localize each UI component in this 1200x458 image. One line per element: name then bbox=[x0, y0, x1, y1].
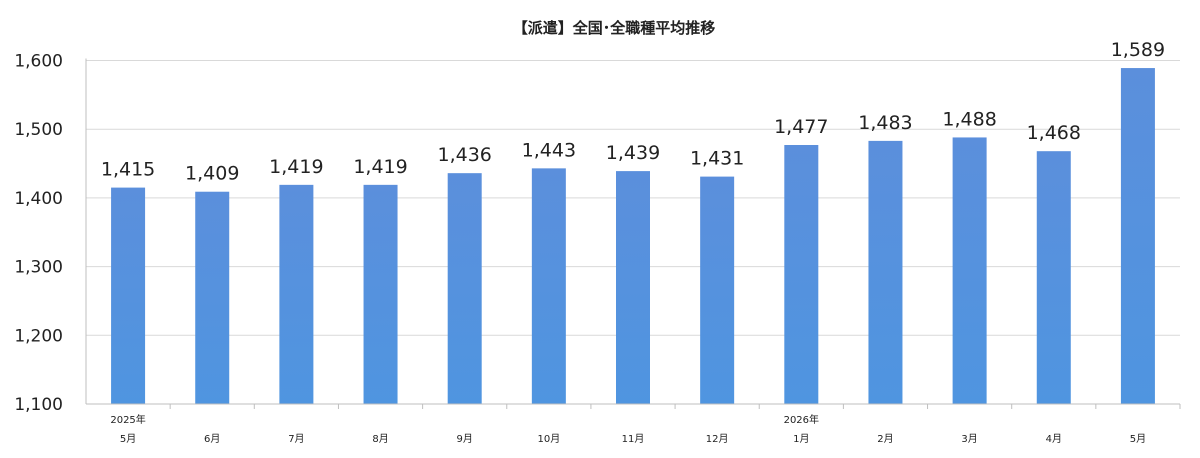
x-tick-month-label: 3月 bbox=[961, 433, 977, 445]
x-axis: 2025年 5月 6月 7月 8月 9月 10月 11月 12月 2026年 1月 2月 3月 4月 5月 bbox=[86, 403, 1181, 445]
x-tick-month-label: 10月 bbox=[537, 433, 560, 445]
bar bbox=[111, 187, 146, 404]
x-tick-year-label: 2026年 bbox=[784, 413, 819, 426]
bar bbox=[784, 145, 819, 404]
x-tick-month-label: 7月 bbox=[288, 433, 304, 445]
data-label: 1,468 bbox=[1027, 122, 1081, 144]
y-tick-label: 1,200 bbox=[14, 326, 63, 346]
x-tick-month-label: 6月 bbox=[204, 433, 220, 445]
data-label: 1,483 bbox=[858, 112, 912, 134]
chart-title: 【派遣】全国･全職種平均推移 bbox=[513, 19, 716, 37]
y-tick-label: 1,600 bbox=[14, 52, 63, 72]
data-label: 1,419 bbox=[269, 156, 323, 178]
bar bbox=[700, 176, 735, 404]
bar bbox=[447, 173, 482, 404]
bars bbox=[111, 68, 1155, 404]
bar bbox=[279, 184, 314, 404]
data-label: 1,409 bbox=[185, 163, 239, 185]
y-tick-label: 1,300 bbox=[14, 258, 63, 278]
x-tick-month-label: 5月 bbox=[1130, 433, 1146, 445]
data-label: 1,415 bbox=[101, 159, 155, 181]
data-label: 1,589 bbox=[1111, 39, 1165, 61]
data-label: 1,439 bbox=[606, 142, 660, 164]
x-tick-month-label: 4月 bbox=[1046, 433, 1062, 445]
y-tick-label: 1,100 bbox=[14, 395, 63, 415]
data-label: 1,436 bbox=[437, 144, 491, 166]
x-tick-month-label: 11月 bbox=[622, 433, 645, 445]
y-axis: 1,100 1,200 1,300 1,400 1,500 1,600 bbox=[14, 52, 87, 415]
bar bbox=[1036, 151, 1071, 404]
x-tick-month-label: 1月 bbox=[793, 433, 809, 445]
bar bbox=[195, 191, 230, 404]
x-tick-month-label: 9月 bbox=[457, 433, 473, 445]
data-label: 1,431 bbox=[690, 148, 744, 170]
bar bbox=[531, 168, 566, 404]
bar bbox=[363, 184, 398, 404]
x-tick-month-label: 12月 bbox=[706, 433, 729, 445]
y-tick-label: 1,400 bbox=[14, 189, 63, 209]
x-tick-month-label: 8月 bbox=[372, 433, 388, 445]
bar bbox=[1120, 68, 1155, 404]
x-tick-month-label: 5月 bbox=[120, 433, 136, 445]
y-tick-label: 1,500 bbox=[14, 120, 63, 140]
data-label: 1,419 bbox=[353, 156, 407, 178]
bar bbox=[868, 140, 903, 404]
data-label: 1,488 bbox=[942, 108, 996, 130]
bar bbox=[616, 171, 650, 404]
data-labels: 1,415 1,409 1,419 1,419 1,436 1,443 1,439 1,431… bbox=[101, 39, 1165, 185]
x-tick-month-label: 2月 bbox=[877, 433, 893, 445]
x-tick-year-label: 2025年 bbox=[110, 413, 145, 426]
data-label: 1,477 bbox=[774, 116, 828, 138]
bar bbox=[952, 137, 987, 404]
data-label: 1,443 bbox=[522, 139, 576, 161]
